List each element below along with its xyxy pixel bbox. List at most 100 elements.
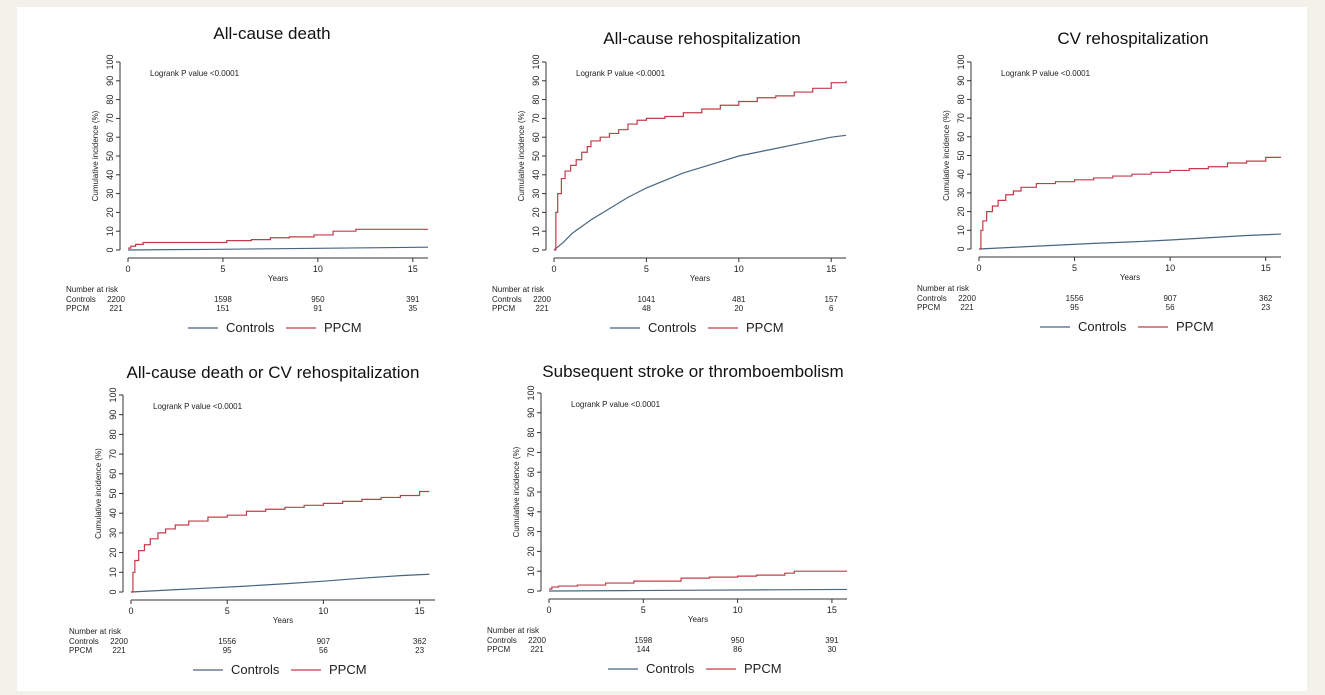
panel-5-y-tick-label: 30 xyxy=(526,527,536,537)
panel-4-y-tick-label: 70 xyxy=(108,449,118,459)
panel-2-title: All-cause rehospitalization xyxy=(603,29,801,48)
panel-2-risk-value: 221 xyxy=(535,304,549,313)
panel-4-x-tick-label: 15 xyxy=(415,606,425,616)
panel-5-y-tick-label: 10 xyxy=(526,566,536,576)
panel-2-risk-heading: Number at risk xyxy=(492,285,545,294)
panel-5-risk-value: 391 xyxy=(825,636,839,645)
panel-4-x-axis-label: Years xyxy=(273,616,293,625)
panel-3-x-axis-label: Years xyxy=(1120,273,1140,282)
panel-1-series-ppcm xyxy=(128,228,428,249)
panel-3-risk-value: 2200 xyxy=(958,294,976,303)
panel-3-y-tick-label: 60 xyxy=(956,132,966,142)
panel-5-risk-value: 950 xyxy=(731,636,745,645)
panel-1-series-controls xyxy=(127,246,429,251)
panel-3-risk-value: 907 xyxy=(1163,294,1177,303)
panel-4-y-tick-label: 0 xyxy=(108,589,118,594)
panel-1-x-tick-label: 0 xyxy=(125,264,130,274)
panel-3-y-axis-label: Cumulative incidence (%) xyxy=(942,110,951,201)
panel-5-y-tick-label: 100 xyxy=(526,385,536,400)
panel-4-series-ppcm xyxy=(131,490,430,593)
panel-5-y-tick-label: 20 xyxy=(526,546,536,556)
panel-5-y-tick-label: 60 xyxy=(526,467,536,477)
panel-5-risk-row-label: PPCM xyxy=(487,645,510,654)
panel-1-y-tick-label: 50 xyxy=(105,151,115,161)
panel-3-risk-value: 23 xyxy=(1261,303,1270,312)
panel-3-y-tick-label: 80 xyxy=(956,94,966,104)
panel-2-y-tick-label: 40 xyxy=(531,170,541,180)
panel-1-y-tick-label: 80 xyxy=(105,95,115,105)
panel-5-legend-label-ppcm: PPCM xyxy=(744,661,782,676)
panel-2-x-axis-label: Years xyxy=(690,274,710,283)
panel-2-y-tick-label: 0 xyxy=(531,247,541,252)
panel-1-y-tick-label: 30 xyxy=(105,189,115,199)
panel-3-risk-row-label: Controls xyxy=(917,294,947,303)
panel-1-risk-heading: Number at risk xyxy=(66,285,119,294)
panel-4-y-axis-label: Cumulative incidence (%) xyxy=(94,448,103,539)
panel-1-risk-value: 35 xyxy=(408,304,417,313)
panel-4-y-tick-label: 20 xyxy=(108,548,118,558)
panel-5-y-tick-label: 50 xyxy=(526,487,536,497)
panel-2-risk-value: 20 xyxy=(734,304,743,313)
panel-2-legend-label-controls: Controls xyxy=(648,320,697,335)
panel-4-risk-value: 907 xyxy=(317,637,331,646)
panel-4-series-controls xyxy=(130,573,430,593)
panel-1-y-tick-label: 60 xyxy=(105,132,115,142)
panel-2-y-tick-label: 80 xyxy=(531,95,541,105)
panel-3-series-controls xyxy=(978,233,1282,250)
panel-2-y-tick-label: 70 xyxy=(531,113,541,123)
panel-5-y-tick-label: 40 xyxy=(526,507,536,517)
panel-1-y-tick-label: 100 xyxy=(105,54,115,69)
panel-5-risk-value: 86 xyxy=(733,645,742,654)
panel-5-y-tick-label: 0 xyxy=(526,588,536,593)
panel-3-y-tick-label: 90 xyxy=(956,76,966,86)
panel-4-y-tick-label: 40 xyxy=(108,508,118,518)
panel-1-x-tick-label: 10 xyxy=(313,264,323,274)
panel-4-y-tick-label: 100 xyxy=(108,387,118,402)
panel-2-risk-value: 48 xyxy=(642,304,651,313)
panel-1-x-tick-label: 15 xyxy=(408,264,418,274)
panel-3-y-tick-label: 20 xyxy=(956,207,966,217)
panel-2-risk-value: 157 xyxy=(825,295,839,304)
panel-5-risk-heading: Number at risk xyxy=(487,626,540,635)
panel-1-y-tick-label: 0 xyxy=(105,247,115,252)
panel-4-y-tick-label: 80 xyxy=(108,429,118,439)
panel-4-risk-value: 23 xyxy=(415,646,424,655)
panel-4-risk-value: 95 xyxy=(223,646,232,655)
panel-2-risk-value: 6 xyxy=(829,304,834,313)
panel-1-legend-label-ppcm: PPCM xyxy=(324,320,362,335)
panel-1-risk-value: 2200 xyxy=(107,295,125,304)
panel-4-title: All-cause death or CV rehospitalization xyxy=(127,363,420,382)
panel-3-risk-heading: Number at risk xyxy=(917,284,970,293)
panel-2-y-tick-label: 10 xyxy=(531,226,541,236)
panel-3-risk-value: 56 xyxy=(1166,303,1175,312)
panel-5-series-ppcm xyxy=(549,570,847,590)
panel-4-y-tick-label: 50 xyxy=(108,488,118,498)
panel-5-risk-value: 2200 xyxy=(528,636,546,645)
panel-4-risk-value: 56 xyxy=(319,646,328,655)
panel-5-y-tick-label: 80 xyxy=(526,428,536,438)
panel-4-risk-row-label: Controls xyxy=(69,637,99,646)
panel-1-risk-value: 151 xyxy=(216,304,230,313)
panel-1-risk-row-label: Controls xyxy=(66,295,96,304)
panel-5-x-tick-label: 15 xyxy=(827,605,837,615)
panel-5-x-tick-label: 5 xyxy=(641,605,646,615)
panel-3-legend-label-ppcm: PPCM xyxy=(1176,319,1214,334)
panel-2-series-ppcm xyxy=(554,80,847,251)
panel-2-logrank-annotation: Logrank P value <0.0001 xyxy=(576,69,666,78)
panel-1-y-tick-label: 40 xyxy=(105,170,115,180)
panel-1-risk-value: 1598 xyxy=(214,295,232,304)
panel-3-risk-value: 95 xyxy=(1070,303,1079,312)
panel-4-risk-heading: Number at risk xyxy=(69,627,122,636)
panel-3-y-tick-label: 50 xyxy=(956,150,966,160)
panel-4-risk-value: 221 xyxy=(112,646,126,655)
panel-1-x-axis-label: Years xyxy=(268,274,288,283)
panel-1-risk-value: 950 xyxy=(311,295,325,304)
panel-2-legend-label-ppcm: PPCM xyxy=(746,320,784,335)
panel-4-legend-label-ppcm: PPCM xyxy=(329,662,367,677)
panel-3-x-tick-label: 15 xyxy=(1261,263,1271,273)
panel-5-legend-label-controls: Controls xyxy=(646,661,695,676)
panel-1-risk-value: 391 xyxy=(406,295,420,304)
panel-4-risk-row-label: PPCM xyxy=(69,646,92,655)
panel-3-y-tick-label: 40 xyxy=(956,169,966,179)
